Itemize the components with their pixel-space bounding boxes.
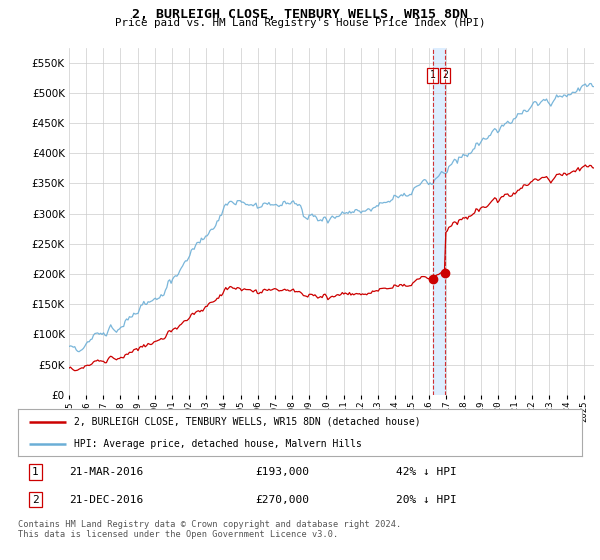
- Text: 21-DEC-2016: 21-DEC-2016: [69, 494, 143, 505]
- Text: £193,000: £193,000: [255, 467, 309, 477]
- Text: 21-MAR-2016: 21-MAR-2016: [69, 467, 143, 477]
- Text: 1: 1: [32, 467, 39, 477]
- Text: 2, BURLEIGH CLOSE, TENBURY WELLS, WR15 8DN (detached house): 2, BURLEIGH CLOSE, TENBURY WELLS, WR15 8…: [74, 417, 421, 427]
- Text: £270,000: £270,000: [255, 494, 309, 505]
- Text: HPI: Average price, detached house, Malvern Hills: HPI: Average price, detached house, Malv…: [74, 438, 362, 449]
- Text: 2: 2: [32, 494, 39, 505]
- Text: 1: 1: [430, 71, 436, 81]
- Text: 2: 2: [442, 71, 448, 81]
- Text: 20% ↓ HPI: 20% ↓ HPI: [396, 494, 457, 505]
- Text: 42% ↓ HPI: 42% ↓ HPI: [396, 467, 457, 477]
- Text: Contains HM Land Registry data © Crown copyright and database right 2024.
This d: Contains HM Land Registry data © Crown c…: [18, 520, 401, 539]
- Bar: [433, 48, 445, 395]
- Text: 2, BURLEIGH CLOSE, TENBURY WELLS, WR15 8DN: 2, BURLEIGH CLOSE, TENBURY WELLS, WR15 8…: [132, 8, 468, 21]
- Text: Price paid vs. HM Land Registry's House Price Index (HPI): Price paid vs. HM Land Registry's House …: [115, 18, 485, 29]
